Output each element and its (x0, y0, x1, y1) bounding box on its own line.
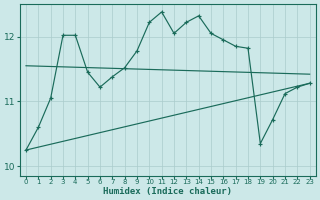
X-axis label: Humidex (Indice chaleur): Humidex (Indice chaleur) (103, 187, 232, 196)
